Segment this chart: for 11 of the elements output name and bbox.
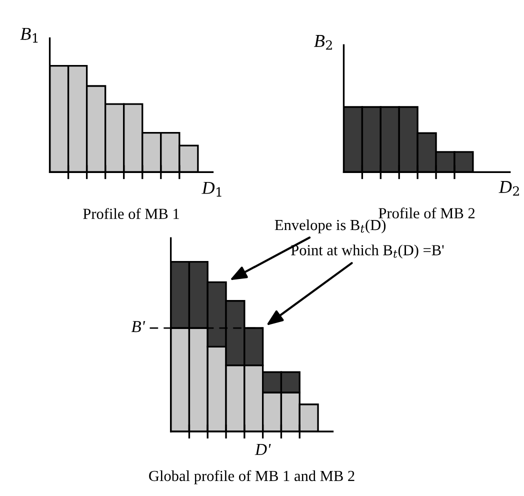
y-axis-title: B$_{1}$ [20,28,38,43]
ref-line-label: B' [131,321,146,332]
text: Profile of MB 2 [378,208,475,218]
text: D' [254,444,271,455]
y-axis-title: B$_{2}$ [314,35,332,50]
x-axis-title: D$_{1}$ [202,182,222,197]
text: Profile of MB 1 [83,208,179,220]
text: Global profile of MB 1 and MB 2 [149,470,354,484]
x-axis-title: D$_{2}$ [498,181,519,196]
text: Envelope is B$_{t}$(D) [274,219,386,234]
text: Point at which B$_{t}$(D) =B' [291,244,444,258]
